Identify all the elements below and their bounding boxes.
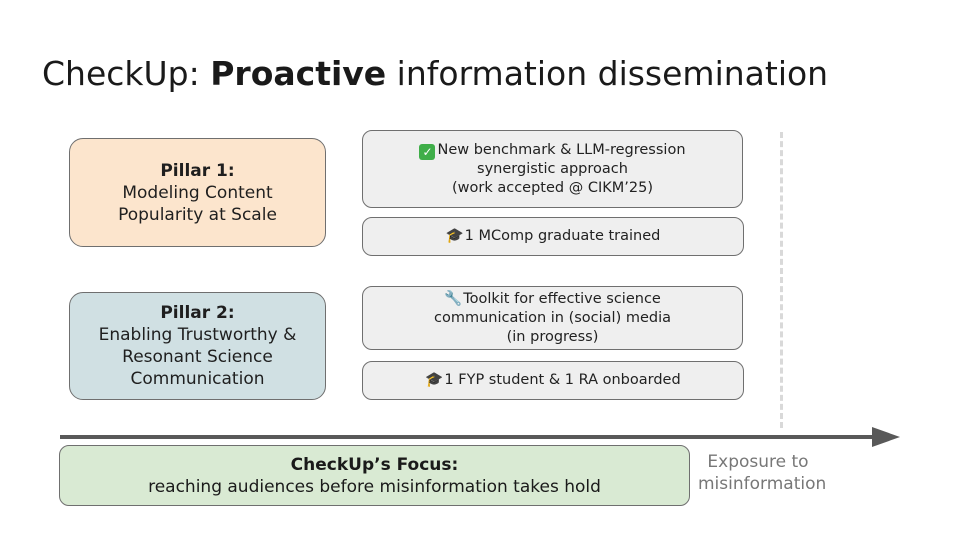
check-mark-icon: ✓ [419, 143, 436, 160]
exposure-label-line: misinformation [698, 474, 827, 494]
pillar-1-line: Modeling Content [122, 182, 273, 203]
outcome-line: communication in (social) media [434, 309, 671, 326]
pillar-2-line: Enabling Trustworthy & [98, 325, 297, 345]
pillar-1-line: Popularity at Scale [118, 204, 277, 225]
title-emphasis: Proactive [210, 54, 387, 93]
outcome-toolkit-box: 🔧Toolkit for effective science communica… [362, 286, 743, 350]
focus-title: CheckUp’s Focus: [290, 454, 459, 475]
pillar-2-line: Resonant Science [122, 347, 273, 367]
exposure-label: Exposure to misinformation [698, 451, 827, 495]
focus-text: reaching audiences before misinformation… [148, 476, 601, 497]
outcome-text: 1 MComp graduate trained [464, 228, 661, 244]
outcome-line: (work accepted @ CIKM’25) [452, 179, 653, 196]
outcome-text: 1 FYP student & 1 RA onboarded [444, 372, 681, 388]
outcome-mcomp-box: 🎓 1 MComp graduate trained [362, 217, 744, 256]
outcome-text: Toolkit for effective science [463, 290, 661, 307]
exposure-label-line: Exposure to [707, 452, 809, 472]
outcome-line: synergistic approach [477, 160, 628, 177]
outcome-line: ✓ New benchmark & LLM-regression [419, 141, 686, 160]
outcome-text: New benchmark & LLM-regression [437, 141, 686, 158]
exposure-threshold-line [780, 132, 783, 428]
graduation-cap-icon: 🎓 [425, 372, 444, 388]
pillar-2-line: Communication [130, 369, 265, 389]
pillar-1-title: Pillar 1: [160, 160, 235, 181]
outcome-line: (in progress) [506, 328, 599, 345]
timeline-arrow-head [872, 427, 900, 447]
outcome-line: 🔧Toolkit for effective science [444, 290, 661, 309]
title-suffix: information dissemination [386, 54, 829, 93]
slide-title: CheckUp: Proactive information dissemina… [42, 54, 828, 93]
timeline-arrow [60, 427, 900, 447]
pillar-2-title: Pillar 2: [160, 303, 235, 323]
graduation-cap-icon: 🎓 [445, 228, 464, 244]
outcome-benchmark-box: ✓ New benchmark & LLM-regression synergis… [362, 130, 743, 208]
wrench-icon: 🔧 [444, 290, 463, 307]
pillar-1-box: Pillar 1: Modeling Content Popularity at… [69, 138, 326, 247]
focus-box: CheckUp’s Focus: reaching audiences befo… [59, 445, 690, 506]
outcome-fyp-box: 🎓 1 FYP student & 1 RA onboarded [362, 361, 744, 400]
title-prefix: CheckUp: [42, 54, 211, 93]
pillar-2-box: Pillar 2: Enabling Trustworthy & Resonan… [69, 292, 326, 400]
